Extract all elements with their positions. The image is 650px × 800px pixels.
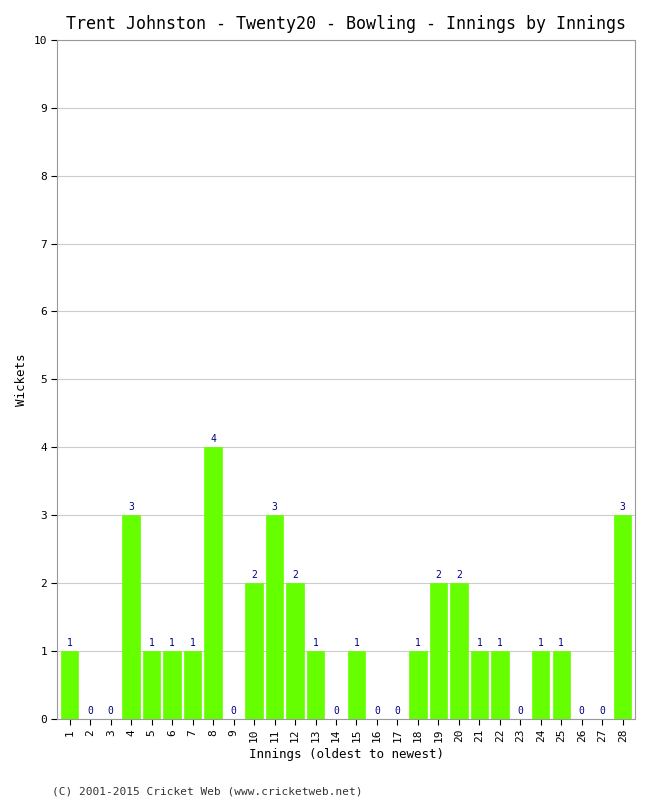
Text: 3: 3 xyxy=(272,502,278,512)
Bar xyxy=(410,650,426,718)
Bar xyxy=(430,583,447,718)
Bar xyxy=(184,650,202,718)
Bar xyxy=(204,447,222,718)
Text: 0: 0 xyxy=(333,706,339,716)
Text: 1: 1 xyxy=(313,638,318,648)
Text: 2: 2 xyxy=(292,570,298,580)
Text: 0: 0 xyxy=(108,706,114,716)
Text: 3: 3 xyxy=(619,502,626,512)
Bar xyxy=(552,650,570,718)
Text: (C) 2001-2015 Cricket Web (www.cricketweb.net): (C) 2001-2015 Cricket Web (www.cricketwe… xyxy=(52,786,363,796)
Bar xyxy=(307,650,324,718)
Text: 1: 1 xyxy=(415,638,421,648)
Text: 1: 1 xyxy=(67,638,73,648)
Bar xyxy=(491,650,508,718)
Text: 0: 0 xyxy=(578,706,585,716)
Text: 0: 0 xyxy=(517,706,523,716)
Text: 0: 0 xyxy=(374,706,380,716)
Bar xyxy=(163,650,181,718)
Bar xyxy=(122,515,140,718)
Text: 2: 2 xyxy=(436,570,441,580)
Bar xyxy=(532,650,549,718)
Text: 4: 4 xyxy=(210,434,216,445)
Text: 1: 1 xyxy=(354,638,359,648)
Text: 3: 3 xyxy=(128,502,134,512)
Text: 0: 0 xyxy=(87,706,93,716)
Text: 1: 1 xyxy=(169,638,175,648)
Text: 1: 1 xyxy=(149,638,155,648)
Text: 1: 1 xyxy=(497,638,502,648)
Text: 1: 1 xyxy=(558,638,564,648)
Bar xyxy=(245,583,263,718)
Text: 0: 0 xyxy=(231,706,237,716)
Bar xyxy=(287,583,304,718)
Bar xyxy=(61,650,79,718)
Bar xyxy=(348,650,365,718)
Bar xyxy=(450,583,467,718)
Text: 1: 1 xyxy=(538,638,544,648)
Bar xyxy=(471,650,488,718)
Text: 0: 0 xyxy=(395,706,400,716)
Text: 1: 1 xyxy=(476,638,482,648)
X-axis label: Innings (oldest to newest): Innings (oldest to newest) xyxy=(249,748,444,761)
Text: 1: 1 xyxy=(190,638,196,648)
Text: 2: 2 xyxy=(251,570,257,580)
Text: 0: 0 xyxy=(599,706,605,716)
Title: Trent Johnston - Twenty20 - Bowling - Innings by Innings: Trent Johnston - Twenty20 - Bowling - In… xyxy=(66,15,626,33)
Text: 2: 2 xyxy=(456,570,462,580)
Y-axis label: Wickets: Wickets xyxy=(15,353,28,406)
Bar xyxy=(266,515,283,718)
Bar xyxy=(143,650,161,718)
Bar xyxy=(614,515,631,718)
